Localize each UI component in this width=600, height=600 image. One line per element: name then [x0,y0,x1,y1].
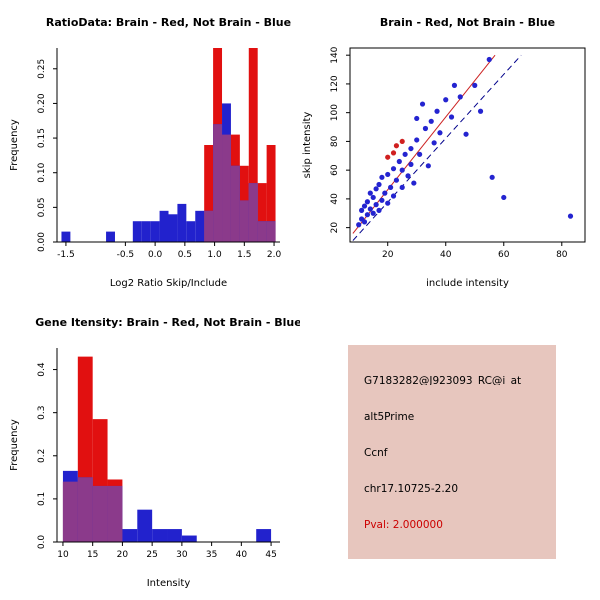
svg-text:20: 20 [330,222,340,234]
svg-text:100: 100 [330,104,340,121]
svg-text:0.4: 0.4 [37,362,47,377]
ratio-histogram-chart: -1.5 -0.5 0.0 0.5 1.0 1.5 2.0 0.00 0.05 0.10 0.15 0… [9,16,291,289]
panel-gene-info: G7183282@J923093_RC@i_at alt5Prime Ccnf … [300,300,600,600]
svg-text:Frequency: Frequency [9,119,20,171]
svg-text:-1.5: -1.5 [57,250,75,260]
chrom-location-label: chr17.10725-2.20 [364,483,459,493]
svg-text:20: 20 [117,550,129,560]
svg-text:0.5: 0.5 [178,250,192,260]
svg-text:0.05: 0.05 [37,197,47,217]
intensity-scatter-chart: 20 40 60 80 20 40 60 80 100 120 140 Brain - Red, No… [302,16,586,289]
gene-name-label: Ccnf [364,447,388,457]
svg-text:0.15: 0.15 [37,128,47,148]
svg-text:140: 140 [330,46,340,63]
splice-type-label: alt5Prime [364,411,415,421]
svg-text:60: 60 [498,250,510,260]
svg-text:0.2: 0.2 [37,449,47,463]
svg-text:40: 40 [440,250,452,260]
gene-info-box: G7183282@J923093_RC@i_at alt5Prime Ccnf … [348,345,556,559]
panel-intensity-scatter: 20 40 60 80 20 40 60 80 100 120 140 Brain - Red, No… [300,0,600,300]
svg-text:40: 40 [330,193,340,205]
svg-text:40: 40 [236,550,248,560]
svg-text:35: 35 [206,550,217,560]
svg-text:0.25: 0.25 [37,59,47,79]
svg-text:30: 30 [176,550,188,560]
probe-id-label: G7183282@J923093_RC@i_at [364,375,522,385]
svg-text:120: 120 [330,75,340,92]
svg-text:10: 10 [57,550,69,560]
svg-text:1.5: 1.5 [237,250,251,260]
svg-text:0.10: 0.10 [37,162,47,182]
gene-histogram-chart: 10 15 20 25 30 35 40 45 0.0 0.1 0.2 0.3 0.4 Gene Iten… [9,316,300,589]
svg-text:0.20: 0.20 [37,93,47,113]
svg-text:Brain - Red, Not Brain - Blue: Brain - Red, Not Brain - Blue [380,16,555,29]
panel-ratio-histogram: -1.5 -0.5 0.0 0.5 1.0 1.5 2.0 0.00 0.05 0.10 0.15 0… [0,0,300,300]
svg-text:60: 60 [330,164,340,176]
svg-text:Gene Itensity: Brain - Red, No: Gene Itensity: Brain - Red, Not Brain - … [35,316,300,329]
svg-text:0.0: 0.0 [148,250,163,260]
pval-label: Pval: 2.000000 [364,519,443,529]
svg-text:Intensity: Intensity [147,578,191,589]
panel-gene-histogram: 10 15 20 25 30 35 40 45 0.0 0.1 0.2 0.3 0.4 Gene Iten… [0,300,300,600]
svg-text:0.0: 0.0 [37,535,47,550]
svg-text:skip intensity: skip intensity [302,112,313,179]
svg-text:Log2 Ratio Skip/Include: Log2 Ratio Skip/Include [110,278,227,289]
svg-text:0.00: 0.00 [37,232,47,252]
svg-text:2.0: 2.0 [267,250,282,260]
svg-text:25: 25 [146,550,157,560]
svg-text:-0.5: -0.5 [117,250,135,260]
svg-text:include intensity: include intensity [426,278,509,289]
svg-text:80: 80 [556,250,568,260]
svg-text:0.3: 0.3 [37,406,47,420]
svg-text:0.1: 0.1 [37,492,47,506]
svg-text:15: 15 [87,550,98,560]
svg-text:20: 20 [382,250,394,260]
svg-text:RatioData: Brain - Red, Not Br: RatioData: Brain - Red, Not Brain - Blue [46,16,291,29]
svg-text:Frequency: Frequency [9,419,20,471]
svg-text:80: 80 [330,135,340,147]
svg-text:45: 45 [265,550,276,560]
svg-text:1.0: 1.0 [207,250,222,260]
